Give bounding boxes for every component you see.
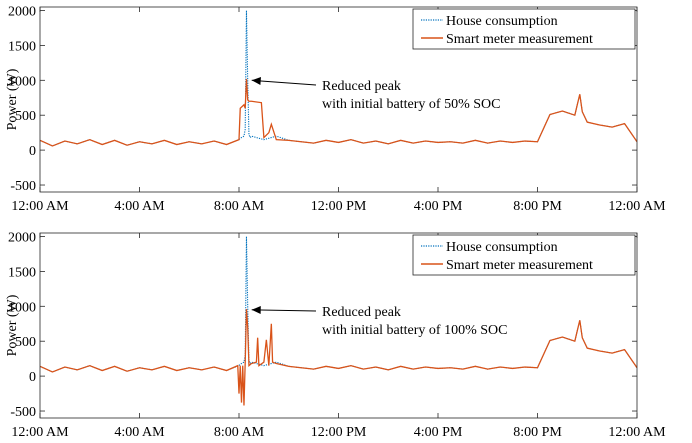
y-tick-label: 2000 xyxy=(8,4,36,19)
y-tick-label: 500 xyxy=(15,335,36,350)
y-tick-label: 500 xyxy=(15,109,36,124)
y-tick-label: 1000 xyxy=(8,300,36,315)
legend-label: House consumption xyxy=(446,14,558,29)
annotation-arrow-shaft xyxy=(251,79,317,86)
legend-box xyxy=(412,234,636,276)
y-axis-label: Power (W) xyxy=(5,68,20,130)
x-tick-label: 4:00 AM xyxy=(114,425,165,440)
y-tick-label: 1500 xyxy=(8,265,36,280)
y-axis-label: Power (W) xyxy=(5,294,20,356)
annotation-arrow-head xyxy=(251,305,261,314)
x-tick-label: 12:00 PM xyxy=(311,199,367,214)
y-tick-label: -500 xyxy=(10,179,36,194)
annotation-arrow-head xyxy=(251,76,261,85)
x-tick-label: 4:00 PM xyxy=(414,199,463,214)
x-tick-label: 12:00 AM xyxy=(608,425,666,440)
y-tick-label: 2000 xyxy=(8,230,36,245)
x-tick-label: 8:00 AM xyxy=(214,199,265,214)
y-tick-label: 0 xyxy=(29,144,36,159)
legend-label: Smart meter measurement xyxy=(446,258,593,273)
x-tick-label: 4:00 AM xyxy=(114,199,165,214)
x-tick-label: 8:00 AM xyxy=(214,425,265,440)
x-tick-label: 12:00 AM xyxy=(11,425,69,440)
x-tick-label: 12:00 AM xyxy=(608,199,666,214)
annotation-line-2: with initial battery of 50% SOC xyxy=(322,97,500,112)
y-tick-label: -500 xyxy=(10,405,36,420)
x-tick-label: 12:00 PM xyxy=(311,425,367,440)
x-tick-label: 8:00 PM xyxy=(513,199,562,214)
y-tick-label: 0 xyxy=(29,370,36,385)
series-line-smart-meter xyxy=(40,309,637,406)
x-tick-label: 12:00 AM xyxy=(11,199,69,214)
y-tick-label: 1500 xyxy=(8,39,36,54)
series-line-smart-meter xyxy=(40,78,637,147)
annotation-line-1: Reduced peak xyxy=(322,305,401,320)
chart-panel-1: -500 0 500 1000 1500 2000 12:00 AM 4:00 AM 8:00 … xyxy=(5,4,666,214)
annotation-arrow-shaft xyxy=(251,309,317,312)
chart-panel-2: -500 0 500 1000 1500 2000 12:00 AM 4:00 AM 8:00 … xyxy=(5,230,666,440)
annotation-line-1: Reduced peak xyxy=(322,79,401,94)
x-tick-label: 4:00 PM xyxy=(414,425,463,440)
x-tick-label: 8:00 PM xyxy=(513,425,562,440)
legend-label: House consumption xyxy=(446,240,558,255)
legend-label: Smart meter measurement xyxy=(446,32,593,47)
y-tick-label: 1000 xyxy=(8,74,36,89)
annotation-line-2: with initial battery of 100% SOC xyxy=(322,323,507,338)
legend-box xyxy=(412,8,636,50)
